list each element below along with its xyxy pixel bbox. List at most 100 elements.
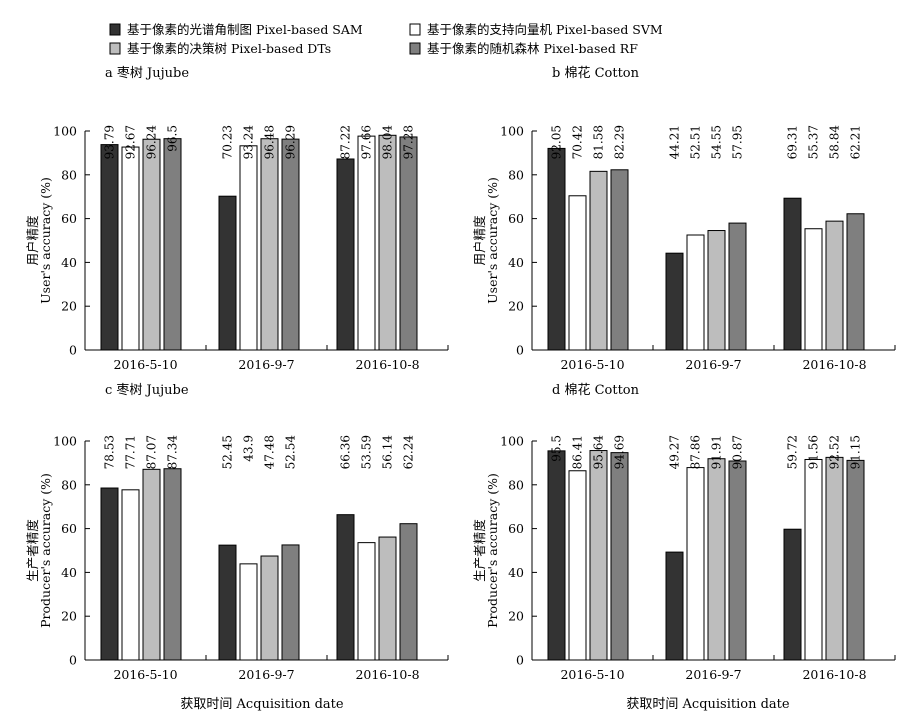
category-label: 2016-9-7 xyxy=(238,357,294,372)
y-axis-label-cn: 生产者精度 xyxy=(472,519,487,582)
category-label: 2016-10-8 xyxy=(802,357,866,372)
legend-label-2: 基于像素的决策树 Pixel-based DTs xyxy=(127,41,331,56)
bar-value-label: 93.24 xyxy=(242,125,256,160)
bar-pixel-based-sam-1 xyxy=(665,551,684,661)
bar-pixel-based-svm-1 xyxy=(239,145,258,351)
bar-pixel-based-dts-1 xyxy=(707,230,726,351)
bar-pixel-based-dts-1 xyxy=(260,138,279,351)
bar-value-label: 62.21 xyxy=(849,125,863,159)
category-label: 2016-5-10 xyxy=(560,357,624,372)
category-label: 2016-10-8 xyxy=(355,357,419,372)
y-axis-label-cn: 生产者精度 xyxy=(25,519,40,582)
legend-swatch-2 xyxy=(109,42,121,55)
bar-pixel-based-svm-1 xyxy=(686,467,705,661)
legend-label-1: 基于像素的支持向量机 Pixel-based SVM xyxy=(427,22,663,37)
legend-swatch-0 xyxy=(109,23,121,36)
panel-label: d 棉花 Cotton xyxy=(552,382,640,398)
bar-value-label: 62.24 xyxy=(402,435,416,470)
y-tick-label: 60 xyxy=(508,521,524,536)
panel-label: c 枣树 Jujube xyxy=(105,383,189,398)
bar-pixel-based-rf-2 xyxy=(399,136,418,351)
y-axis-label-cn: 用户精度 xyxy=(25,215,40,266)
bar-value-label: 69.31 xyxy=(786,125,800,159)
bar-value-label: 87.34 xyxy=(166,435,180,470)
bar-value-label: 70.42 xyxy=(571,125,585,159)
y-tick-label: 80 xyxy=(508,477,524,492)
bar-value-label: 92.52 xyxy=(828,435,842,469)
y-tick-label: 100 xyxy=(500,124,524,139)
bar-value-label: 56.14 xyxy=(381,435,395,470)
bar-value-label: 98.04 xyxy=(381,125,395,160)
bar-pixel-based-sam-2 xyxy=(336,514,355,661)
bar-value-label: 43.9 xyxy=(242,435,256,462)
bar-value-label: 82.29 xyxy=(613,125,627,159)
category-label: 2016-5-10 xyxy=(113,667,177,682)
legend-swatch-3 xyxy=(409,42,421,55)
bar-pixel-based-dts-2 xyxy=(825,456,844,661)
y-axis-label-en: Producer's accuracy (%) xyxy=(485,473,500,628)
bar-pixel-based-dts-2 xyxy=(378,536,397,661)
bar-value-label: 94.69 xyxy=(613,435,627,469)
bar-pixel-based-rf-1 xyxy=(728,460,747,661)
bar-value-label: 96.29 xyxy=(284,125,298,159)
y-tick-label: 100 xyxy=(53,434,77,449)
bar-pixel-based-rf-0 xyxy=(610,452,629,661)
bar-value-label: 96.24 xyxy=(145,125,159,160)
bar-value-label: 87.22 xyxy=(339,125,353,159)
legend-label-3: 基于像素的随机森林 Pixel-based RF xyxy=(427,41,638,56)
bar-pixel-based-rf-0 xyxy=(163,468,182,661)
y-axis-label-en: User's accuracy (%) xyxy=(485,177,500,304)
bar-value-label: 86.41 xyxy=(571,435,585,469)
bar-value-label: 52.51 xyxy=(689,125,703,159)
legend-label-0: 基于像素的光谱角制图 Pixel-based SAM xyxy=(127,22,363,37)
bar-value-label: 57.95 xyxy=(731,125,745,159)
y-tick-label: 100 xyxy=(53,124,77,139)
bar-value-label: 87.86 xyxy=(689,435,703,469)
y-tick-label: 20 xyxy=(508,609,524,624)
bar-value-label: 97.66 xyxy=(360,125,374,159)
y-tick-label: 0 xyxy=(69,653,77,668)
bar-pixel-based-sam-0 xyxy=(547,450,566,661)
bar-pixel-based-dts-1 xyxy=(707,458,726,661)
category-label: 2016-10-8 xyxy=(355,667,419,682)
bar-pixel-based-sam-0 xyxy=(100,144,119,351)
bar-pixel-based-rf-1 xyxy=(281,544,300,661)
bar-pixel-based-dts-0 xyxy=(142,138,161,351)
bar-value-label: 87.07 xyxy=(145,435,159,469)
bar-value-label: 70.23 xyxy=(221,125,235,159)
bar-value-label: 52.45 xyxy=(221,435,235,469)
y-tick-label: 60 xyxy=(61,211,77,226)
bar-pixel-based-sam-2 xyxy=(336,158,355,351)
y-tick-label: 0 xyxy=(69,343,77,358)
bar-pixel-based-svm-2 xyxy=(357,135,376,351)
bar-pixel-based-svm-0 xyxy=(568,470,587,661)
bar-value-label: 90.87 xyxy=(731,435,745,469)
bar-value-label: 92.67 xyxy=(124,125,138,159)
bar-value-label: 44.21 xyxy=(668,125,682,159)
y-tick-label: 20 xyxy=(508,299,524,314)
category-label: 2016-5-10 xyxy=(560,667,624,682)
bar-value-label: 47.48 xyxy=(263,435,277,469)
category-label: 2016-10-8 xyxy=(802,667,866,682)
bar-pixel-based-dts-2 xyxy=(378,134,397,351)
bar-pixel-based-svm-2 xyxy=(804,458,823,661)
panel-label: b 棉花 Cotton xyxy=(552,65,640,81)
bar-pixel-based-sam-1 xyxy=(665,252,684,351)
bar-value-label: 95.64 xyxy=(592,435,606,470)
bar-value-label: 78.53 xyxy=(103,435,117,469)
bar-value-label: 53.59 xyxy=(360,435,374,469)
bar-pixel-based-svm-0 xyxy=(121,489,140,661)
bar-pixel-based-dts-0 xyxy=(589,450,608,661)
bar-pixel-based-rf-0 xyxy=(610,169,629,351)
legend: 基于像素的光谱角制图 Pixel-based SAM 基于像素的支持向量机 Pix… xyxy=(109,22,663,56)
bar-value-label: 92.05 xyxy=(550,125,564,159)
bar-value-label: 49.27 xyxy=(668,435,682,469)
legend-swatch-1 xyxy=(409,23,421,36)
bar-pixel-based-dts-1 xyxy=(260,555,279,661)
y-tick-label: 80 xyxy=(61,167,77,182)
